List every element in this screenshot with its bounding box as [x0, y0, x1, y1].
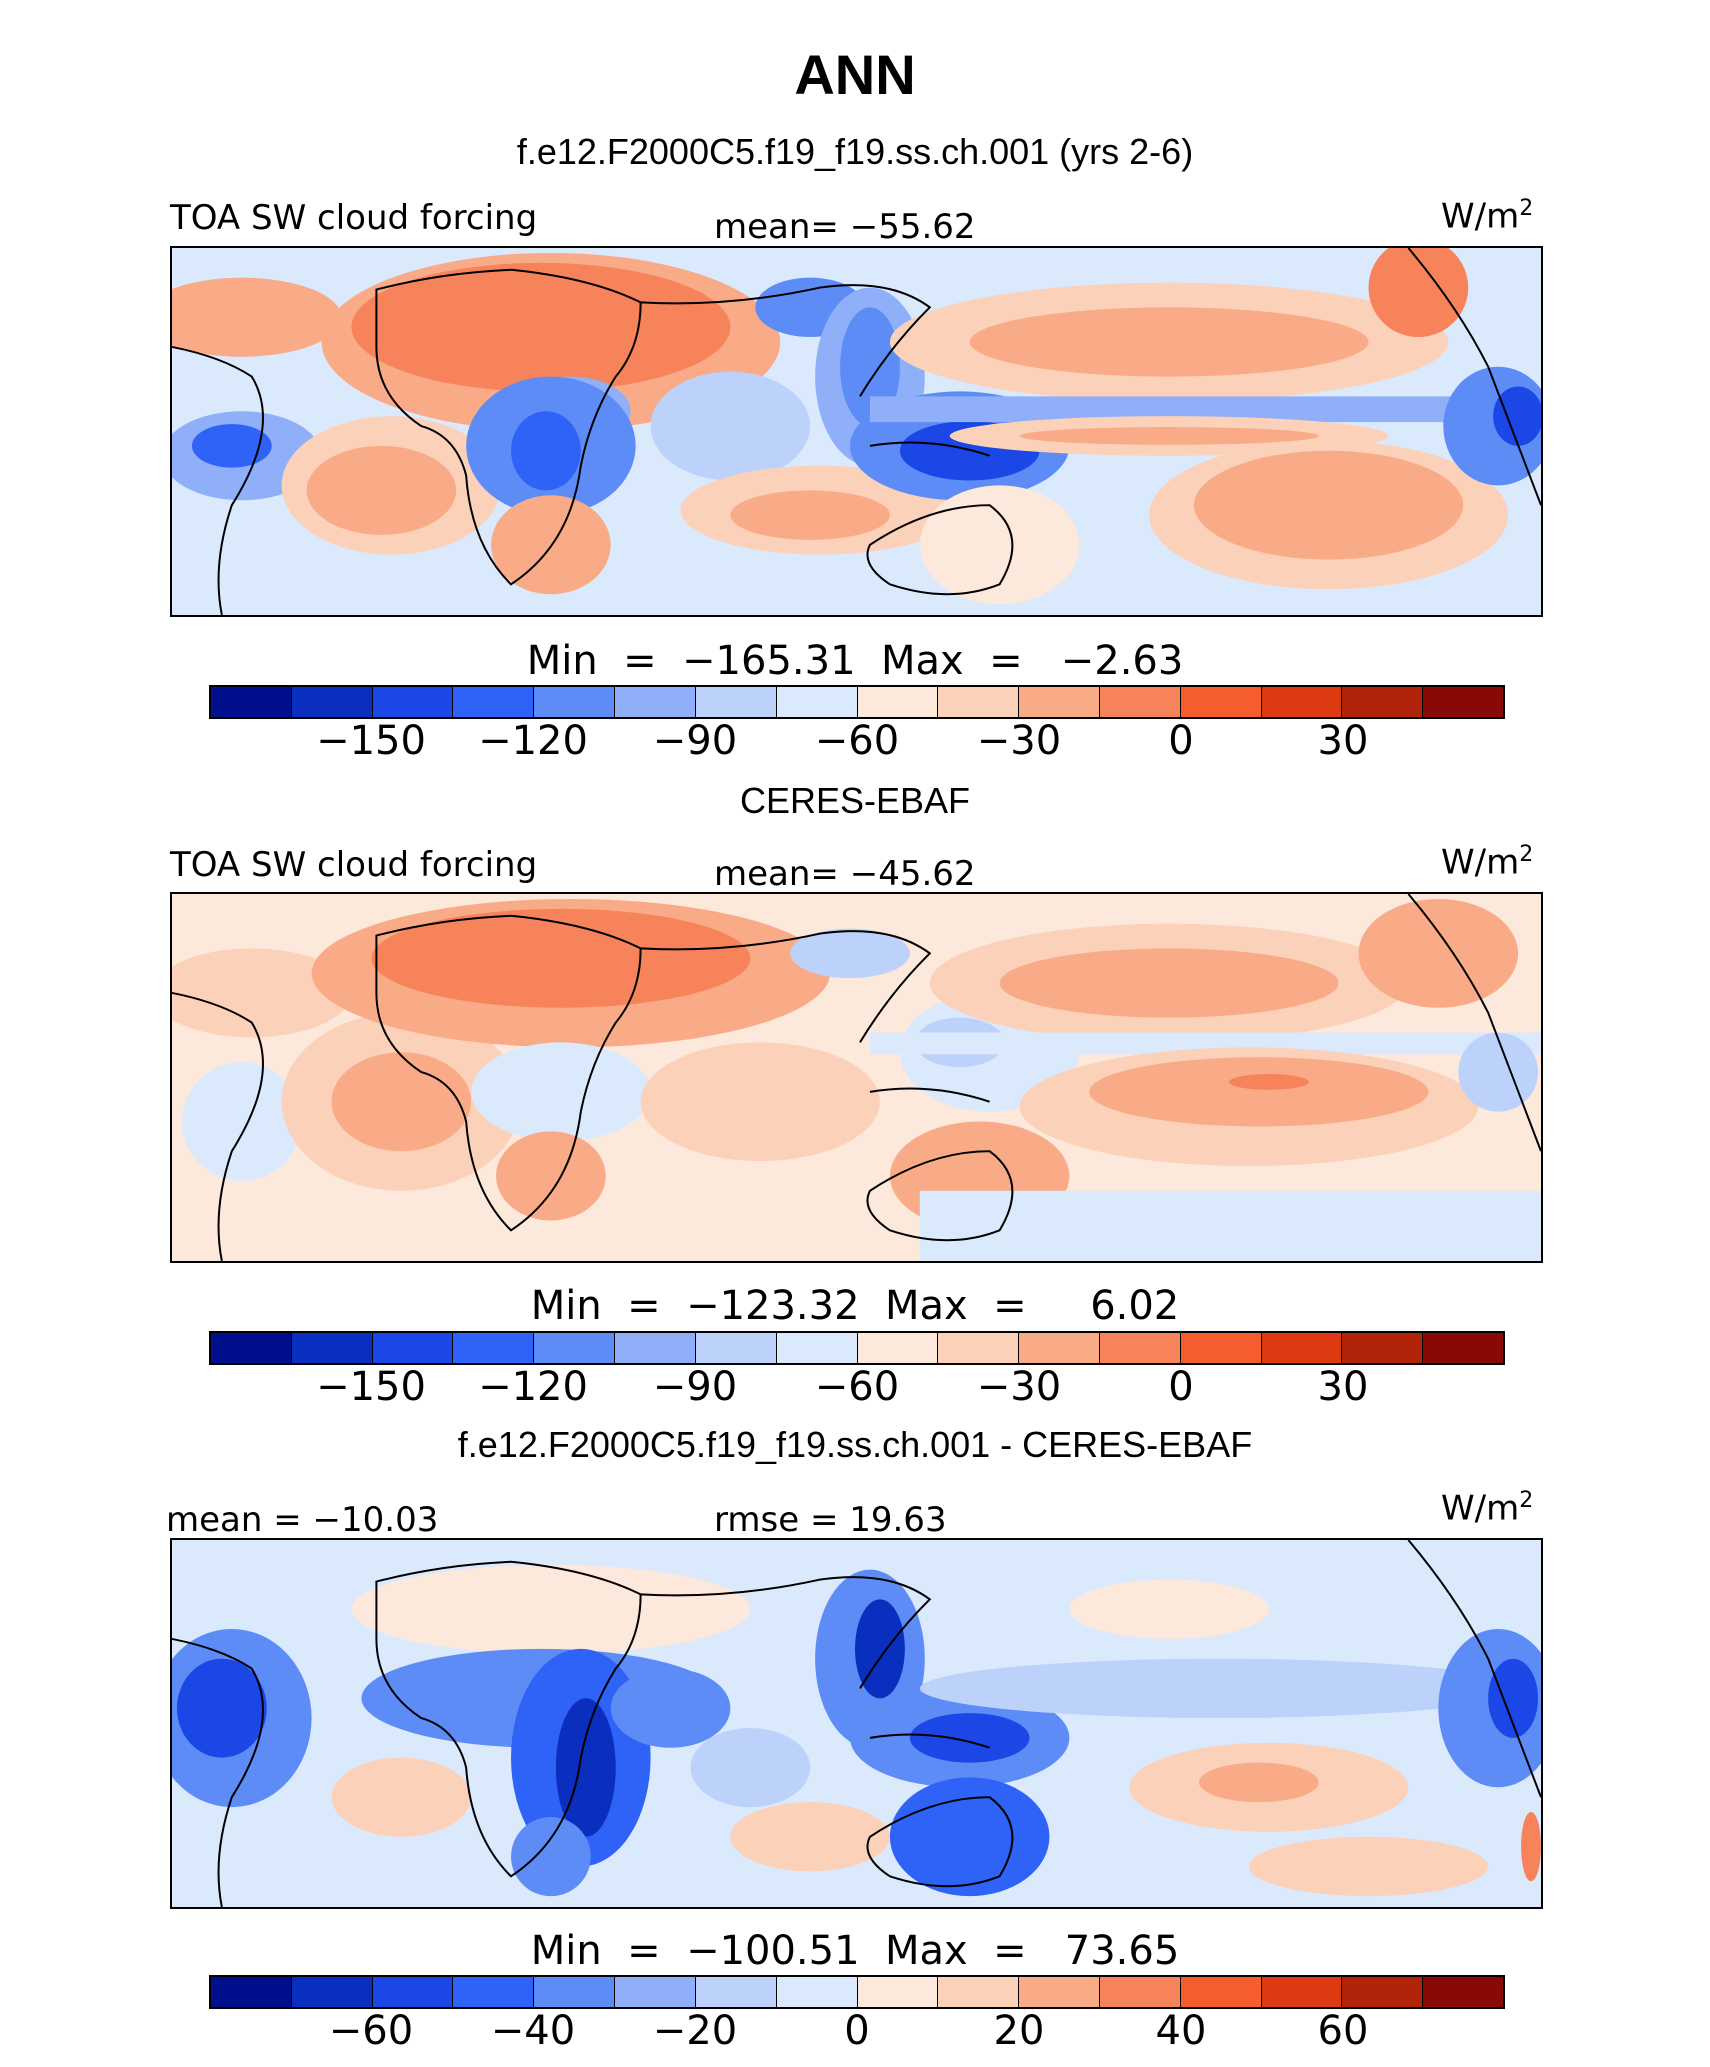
colorbar-swatch	[372, 1333, 454, 1363]
panel-3-map	[170, 1538, 1543, 1909]
colorbar-swatch	[1423, 1977, 1503, 2007]
panel-3-heading: f.e12.F2000C5.f19_f19.ss.ch.001 - CERES-…	[457, 1424, 1253, 1465]
colorbar-swatch	[1261, 1333, 1343, 1363]
colorbar-swatch	[534, 1333, 616, 1363]
colorbar-swatch	[291, 1333, 373, 1363]
colorbar-swatch	[1180, 687, 1262, 717]
colorbar-swatch	[1019, 1977, 1100, 2007]
colorbar-tick-label: 0	[844, 2008, 870, 2054]
panel-2-variable-label: TOA SW cloud forcing	[170, 845, 538, 885]
colorbar-tick-label: −150	[316, 718, 426, 764]
colorbar-tick-label: −90	[652, 718, 738, 764]
colorbar-swatch	[615, 1333, 696, 1363]
colorbar-swatch	[453, 1333, 535, 1363]
colorbar-swatch	[695, 1977, 777, 2007]
colorbar-tick-label: −150	[316, 1364, 426, 1410]
panel-2-colorbar	[209, 1331, 1505, 1365]
panel-1-variable-label: TOA SW cloud forcing	[170, 198, 538, 238]
colorbar-swatch	[1099, 1977, 1181, 2007]
page-title: ANN	[794, 43, 916, 106]
panel-3-units: W/m2	[1441, 1488, 1534, 1529]
colorbar-swatch	[615, 687, 696, 717]
colorbar-swatch	[776, 687, 858, 717]
colorbar-swatch	[1180, 1977, 1262, 2007]
colorbar-swatch	[1342, 687, 1424, 717]
colorbar-tick-label: −90	[652, 1364, 738, 1410]
colorbar-swatch	[211, 1333, 292, 1363]
colorbar-swatch	[1423, 687, 1503, 717]
colorbar-swatch	[534, 1977, 616, 2007]
colorbar-swatch	[1099, 687, 1181, 717]
panel-1-map	[170, 246, 1543, 617]
panel-2-heading: CERES-EBAF	[739, 780, 971, 821]
panel-1-min-max: Min = −165.31 Max = −2.63	[526, 638, 1184, 684]
colorbar-swatch	[776, 1333, 858, 1363]
panel-3-rmse-label: rmse = 19.63	[714, 1500, 947, 1540]
colorbar-swatch	[938, 1977, 1020, 2007]
colorbar-swatch	[211, 1977, 292, 2007]
colorbar-swatch	[291, 687, 373, 717]
panel-2-map	[170, 892, 1543, 1263]
colorbar-swatch	[1423, 1333, 1503, 1363]
colorbar-tick-label: −40	[490, 2008, 576, 2054]
panel-1-heading: f.e12.F2000C5.f19_f19.ss.ch.001 (yrs 2-6…	[516, 131, 1194, 172]
colorbar-tick-label: −60	[814, 1364, 900, 1410]
colorbar-swatch	[534, 687, 616, 717]
panel-1-mean-label: mean= −55.62	[714, 207, 976, 247]
colorbar-swatch	[1342, 1333, 1424, 1363]
colorbar-tick-label: −60	[328, 2008, 414, 2054]
panel-2-units: W/m2	[1441, 842, 1534, 883]
colorbar-swatch	[857, 1333, 939, 1363]
panel-1-colorbar	[209, 685, 1505, 719]
colorbar-tick-label: 0	[1168, 1364, 1194, 1410]
colorbar-swatch	[1019, 1333, 1100, 1363]
colorbar-tick-label: 60	[1317, 2008, 1369, 2054]
panel-3-min-max: Min = −100.51 Max = 73.65	[530, 1928, 1180, 1974]
colorbar-tick-label: −120	[478, 1364, 588, 1410]
colorbar-tick-label: 40	[1155, 2008, 1207, 2054]
panel-1-units: W/m2	[1441, 196, 1534, 237]
colorbar-swatch	[1261, 687, 1343, 717]
colorbar-swatch	[615, 1977, 696, 2007]
colorbar-swatch	[211, 687, 292, 717]
panel-2-min-max: Min = −123.32 Max = 6.02	[530, 1283, 1180, 1329]
colorbar-swatch	[857, 1977, 939, 2007]
panel-2-colorbar-ticks: −150 −120 −90 −60 −30 0 30	[209, 1364, 1505, 1414]
panel-1-colorbar-ticks: −150 −120 −90 −60 −30 0 30	[209, 718, 1505, 768]
colorbar-swatch	[453, 687, 535, 717]
colorbar-swatch	[372, 687, 454, 717]
colorbar-swatch	[1019, 687, 1100, 717]
colorbar-swatch	[1261, 1977, 1343, 2007]
panel-2-mean-label: mean= −45.62	[714, 854, 976, 894]
colorbar-swatch	[372, 1977, 454, 2007]
colorbar-tick-label: −30	[976, 718, 1062, 764]
colorbar-tick-label: −30	[976, 1364, 1062, 1410]
colorbar-swatch	[1180, 1333, 1262, 1363]
colorbar-swatch	[291, 1977, 373, 2007]
colorbar-swatch	[1342, 1977, 1424, 2007]
colorbar-swatch	[776, 1977, 858, 2007]
colorbar-tick-label: 30	[1317, 718, 1369, 764]
colorbar-swatch	[1099, 1333, 1181, 1363]
panel-3-colorbar-ticks: −60 −40 −20 0 20 40 60	[209, 2008, 1505, 2058]
colorbar-swatch	[857, 687, 939, 717]
panel-3-mean-label: mean = −10.03	[166, 1500, 439, 1540]
colorbar-swatch	[938, 1333, 1020, 1363]
panel-3-colorbar	[209, 1975, 1505, 2009]
colorbar-swatch	[938, 687, 1020, 717]
colorbar-tick-label: −20	[652, 2008, 738, 2054]
colorbar-swatch	[695, 687, 777, 717]
colorbar-swatch	[453, 1977, 535, 2007]
colorbar-tick-label: −60	[814, 718, 900, 764]
colorbar-swatch	[695, 1333, 777, 1363]
colorbar-tick-label: 30	[1317, 1364, 1369, 1410]
colorbar-tick-label: 0	[1168, 718, 1194, 764]
colorbar-tick-label: −120	[478, 718, 588, 764]
colorbar-tick-label: 20	[993, 2008, 1045, 2054]
